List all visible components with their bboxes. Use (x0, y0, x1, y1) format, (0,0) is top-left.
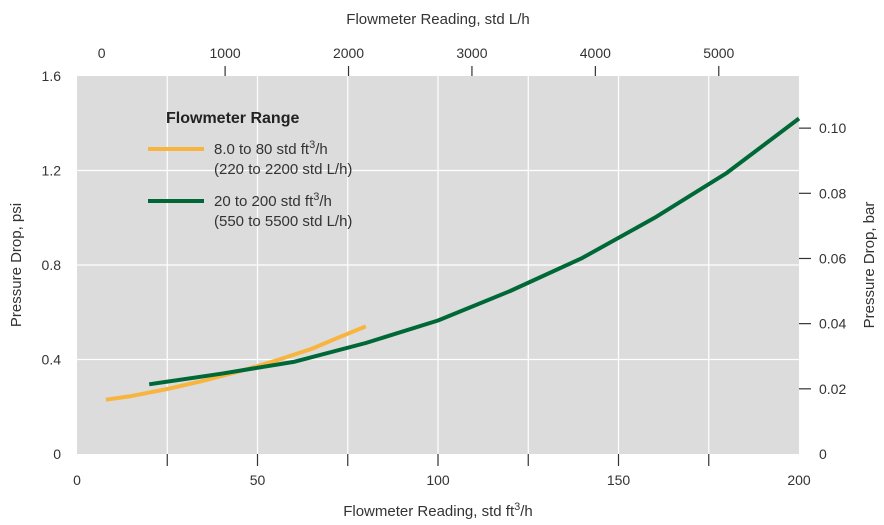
legend-label-series-2-end: /h (319, 193, 332, 210)
bottom-axis-title-sup: 3 (514, 501, 520, 513)
top-tick-label: 5000 (703, 45, 734, 61)
series-lines (105, 116, 801, 402)
legend-label-series-2: 20 to 200 std ft3/h (214, 191, 332, 210)
top-tick-label: 3000 (456, 45, 487, 61)
right-axis-title: Pressure Drop, bar (861, 202, 878, 329)
bottom-tick-label: 100 (426, 472, 450, 488)
legend-title: Flowmeter Range (166, 110, 299, 127)
legend-label-series-1-main: 8.0 to 80 std ft (214, 141, 310, 158)
bottom-tick-label: 200 (787, 472, 811, 488)
bottom-axis-title-end: /h (520, 503, 533, 520)
legend-label-series-1-sup: 3 (309, 139, 315, 151)
top-tick-label: 0 (98, 45, 106, 61)
top-tick-label: 4000 (580, 45, 611, 61)
bottom-tick-label: 0 (73, 472, 81, 488)
left-tick-label: 0.8 (42, 257, 62, 273)
left-axis-title: Pressure Drop, psi (8, 203, 25, 327)
legend: Flowmeter Range 8.0 to 80 std ft3/h (220… (148, 110, 352, 230)
top-axis-title: Flowmeter Reading, std L/h (346, 11, 529, 28)
legend-label-series-1-end: /h (315, 141, 328, 158)
top-tick-label: 1000 (210, 45, 241, 61)
right-tick-label: 0.02 (819, 381, 846, 397)
series-line-2 (148, 116, 801, 387)
legend-label-series-2-line2: (550 to 5500 std L/h) (214, 213, 352, 230)
legend-label-series-2-sup: 3 (313, 191, 319, 203)
right-tick-label: 0.06 (819, 250, 846, 266)
axis-ticks (166, 66, 811, 466)
right-tick-label: 0 (819, 446, 827, 462)
left-tick-label: 1.2 (42, 163, 62, 179)
legend-label-series-2-main: 20 to 200 std ft (214, 193, 314, 210)
left-tick-label: 1.6 (42, 68, 62, 84)
top-tick-label: 2000 (333, 45, 364, 61)
legend-label-series-1-line2: (220 to 2200 std L/h) (214, 161, 352, 178)
bottom-tick-label: 50 (250, 472, 266, 488)
tick-labels: 0 50 100 150 2000 1000 2000 3000 4000 500000.40.8… (42, 45, 847, 488)
bottom-axis-title: Flowmeter Reading, std ft3/h (343, 501, 533, 520)
right-tick-label: 0.04 (819, 316, 846, 332)
legend-label-series-1: 8.0 to 80 std ft3/h (214, 139, 328, 158)
bottom-axis-title-main: Flowmeter Reading, std ft (343, 503, 515, 520)
grid-lines (77, 76, 799, 454)
right-tick-label: 0.08 (819, 185, 846, 201)
right-tick-label: 0.10 (819, 120, 846, 136)
left-tick-label: 0.4 (42, 352, 62, 368)
bottom-tick-label: 150 (607, 472, 631, 488)
left-tick-label: 0 (53, 446, 61, 462)
